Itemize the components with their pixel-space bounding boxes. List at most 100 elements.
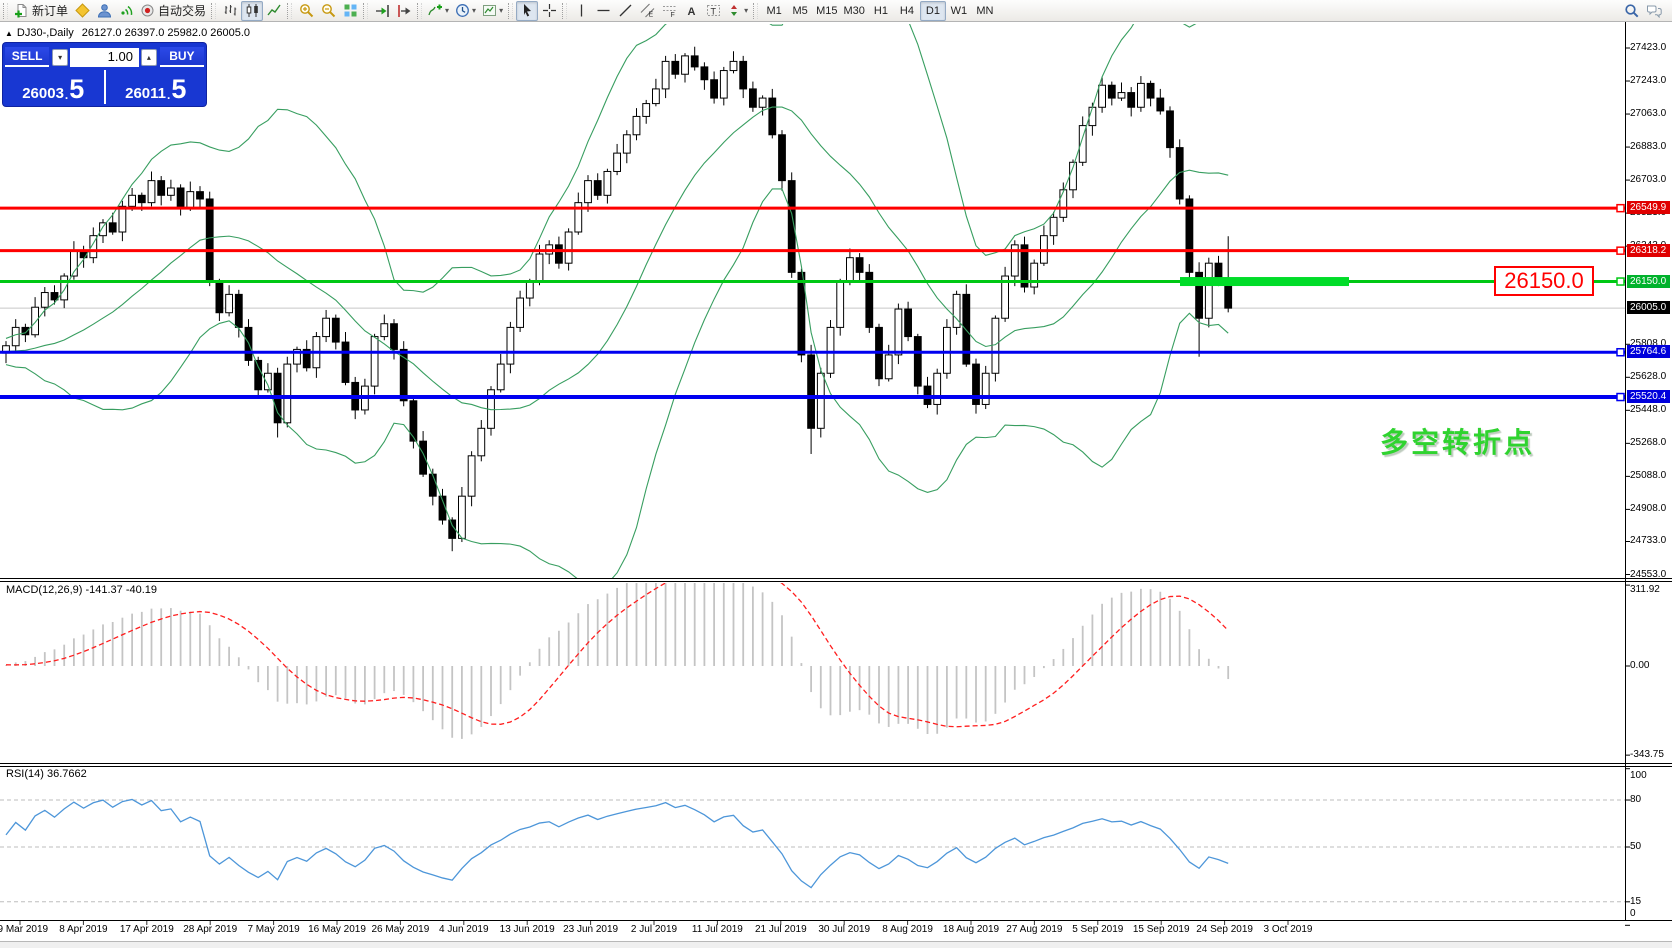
svg-text:F: F [670, 12, 674, 18]
clock-icon [456, 4, 469, 17]
rsi-tick: 100 [1630, 770, 1647, 781]
auto-trading-label: 自动交易 [158, 4, 207, 18]
vertical-line-icon [580, 4, 582, 17]
metaquotes-button[interactable] [71, 1, 93, 21]
toolbar-grip[interactable] [211, 2, 217, 19]
horizontal-line-button[interactable] [592, 1, 614, 21]
timeframe-mn[interactable]: MN [976, 4, 994, 17]
new-order-button[interactable]: 新订单 [11, 1, 71, 21]
macd-tick: 311.92 [1630, 584, 1660, 595]
symbol-title: DJ30-,Daily [16, 27, 74, 39]
signals-button[interactable] [115, 1, 137, 21]
svg-text:E: E [648, 12, 653, 19]
periods-button[interactable]: ▾ [452, 1, 479, 21]
timeframe-m5[interactable]: M5 [792, 4, 808, 17]
zoom-in-button[interactable] [295, 1, 317, 21]
auto-scroll-button[interactable] [371, 1, 393, 21]
auto-scroll-icon [375, 5, 389, 17]
volume-increase-button[interactable]: ▴ [140, 48, 157, 66]
price-level-badge: 26549.9 [1627, 201, 1670, 215]
svg-text:A: A [687, 6, 695, 18]
arrows-icon [731, 5, 738, 16]
svg-text:T: T [710, 7, 716, 17]
price-tick: 27423.0 [1630, 41, 1667, 53]
chevron-down-icon: ▾ [445, 6, 450, 15]
sell-button[interactable]: SELL [5, 47, 50, 67]
templates-button[interactable]: ▾ [479, 1, 506, 21]
date-tick-label: 21 Jul 2019 [754, 924, 807, 935]
date-tick-label: 7 May 2019 [247, 924, 300, 935]
date-tick-label: 26 May 2019 [371, 924, 430, 935]
date-tick-label: 29 Mar 2019 [0, 924, 49, 935]
date-tick-label: 27 Aug 2019 [1006, 924, 1063, 935]
timeframe-m30[interactable]: M30 [843, 4, 865, 17]
triangle-up-icon: ▴ [146, 52, 151, 62]
text-label-button[interactable]: T [702, 1, 724, 21]
date-tick-label: 28 Apr 2019 [183, 924, 238, 935]
timeframe-d1[interactable]: D1 [919, 0, 946, 21]
auto-trading-button[interactable]: 自动交易 [137, 1, 209, 21]
toolbar-grip[interactable] [363, 2, 369, 19]
rsi-tick: 0 [1630, 908, 1636, 919]
cursor-button[interactable] [516, 0, 539, 21]
arrows-button[interactable]: ▾ [724, 1, 751, 21]
price-tick: 27243.0 [1630, 75, 1667, 87]
new-order-icon [15, 4, 27, 18]
price-tick: 24908.0 [1630, 503, 1667, 515]
price-tick: 24553.0 [1630, 568, 1667, 580]
toolbar-grip[interactable] [417, 2, 423, 19]
toolbar-grip[interactable] [753, 2, 759, 19]
price-level-badge: 25764.6 [1627, 345, 1670, 359]
search-button[interactable] [1621, 1, 1643, 21]
volume-input[interactable]: 1.00 [70, 47, 139, 67]
price-level-badge: 26150.0 [1627, 274, 1670, 288]
trendline-button[interactable] [614, 1, 636, 21]
open-account-button[interactable] [93, 1, 115, 21]
crosshair-button[interactable] [538, 1, 560, 21]
candlestick-chart-button[interactable] [241, 0, 264, 21]
chat-icon [1647, 5, 1662, 18]
timeframe-w1[interactable]: W1 [950, 4, 968, 17]
zoom-out-button[interactable] [317, 1, 339, 21]
vertical-line-button[interactable] [570, 1, 592, 21]
equidistant-channel-icon: E [640, 3, 654, 19]
volume-decrease-button[interactable]: ▾ [52, 48, 69, 66]
chat-button[interactable] [1643, 1, 1666, 21]
date-tick-label: 13 Jun 2019 [499, 924, 555, 935]
tile-windows-button[interactable] [339, 1, 361, 21]
zoom-out-icon [321, 4, 335, 18]
timeframe-m15[interactable]: M15 [816, 4, 838, 17]
chart-annotation[interactable]: 多空转折点 [1380, 427, 1536, 458]
price-tick: 25268.0 [1630, 437, 1667, 449]
collapse-icon[interactable]: ▲ [5, 29, 13, 38]
date-tick-label: 5 Sep 2019 [1072, 924, 1124, 935]
price-level-badge: 26005.0 [1627, 301, 1670, 315]
buy-button[interactable]: BUY [159, 47, 204, 67]
macd-indicator-label: MACD(12,26,9) -141.37 -40.19 [6, 584, 158, 596]
signal-icon [120, 5, 132, 16]
macd-tick: -343.75 [1630, 749, 1664, 761]
toolbar-grip[interactable] [3, 2, 8, 19]
crosshair-icon [542, 4, 556, 17]
fibonacci-button[interactable]: F [658, 1, 680, 21]
line-chart-button[interactable] [263, 1, 285, 21]
panel-divider [103, 70, 106, 104]
toolbar-right [1621, 1, 1666, 21]
price-callout-label[interactable]: 26150.0 [1494, 266, 1594, 296]
timeframe-h1[interactable]: H1 [873, 4, 888, 17]
toolbar-grip[interactable] [562, 2, 568, 19]
indicators-button[interactable]: ▾ [425, 1, 452, 21]
timeframe-h4[interactable]: H4 [899, 4, 914, 17]
bar-chart-button[interactable] [219, 1, 241, 21]
equidistant-channel-button[interactable]: E [636, 1, 658, 21]
toolbar-grip[interactable] [508, 2, 514, 19]
timeframe-m1[interactable]: M1 [766, 4, 782, 17]
toolbar-grip[interactable] [287, 2, 293, 19]
chevron-down-icon: ▾ [744, 6, 749, 15]
indicators-icon [428, 4, 443, 16]
text-button[interactable]: A [680, 1, 702, 21]
chart-shift-button[interactable] [393, 1, 415, 21]
date-tick-label: 2 Jul 2019 [630, 924, 678, 935]
